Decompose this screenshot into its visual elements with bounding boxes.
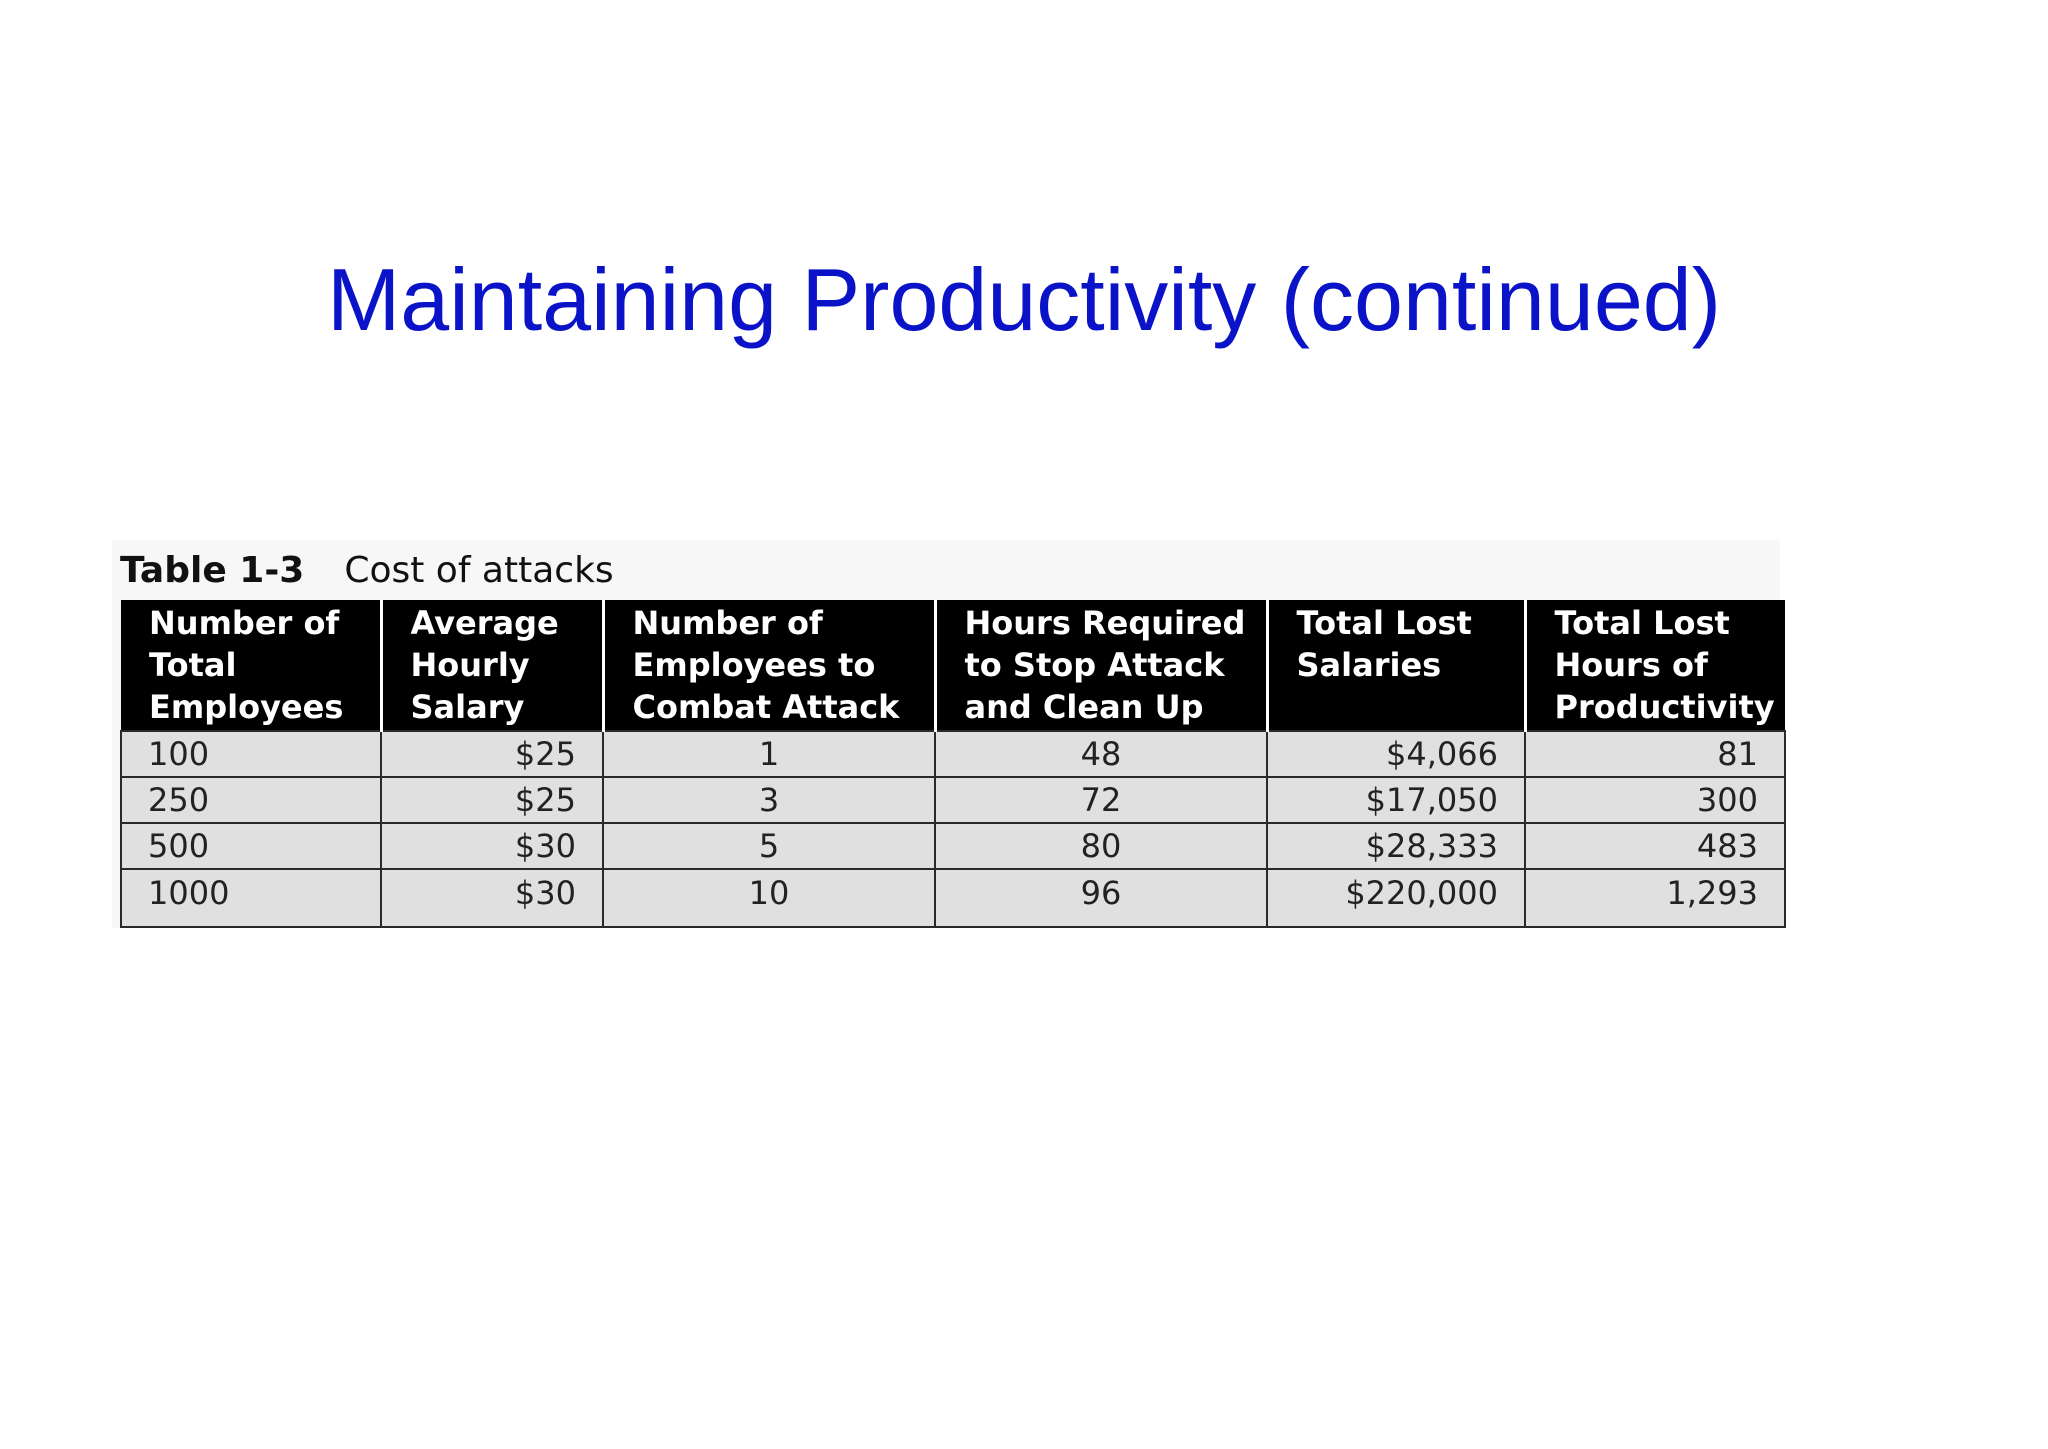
cell-hourly-salary: $25 [380,730,604,778]
cell-total-employees: 250 [120,776,382,824]
table-row: 500 $30 5 80 $28,333 483 [120,822,1786,870]
table-caption-label: Table 1-3 [120,549,305,591]
table-figure: Table 1-3 Cost of attacks Number of Tota… [112,540,1786,928]
cell-hours-required: 96 [934,868,1268,928]
table-row: 1000 $30 10 96 $220,000 1,293 [120,868,1786,928]
cell-lost-salaries: $17,050 [1266,776,1526,824]
header-hours-required: Hours Required to Stop Attack and Clean … [935,600,1269,731]
cell-employees-combat: 10 [602,868,936,928]
cell-hourly-salary: $25 [380,776,604,824]
cell-lost-salaries: $28,333 [1266,822,1526,870]
cell-employees-combat: 1 [602,730,936,778]
cell-lost-hours: 483 [1524,822,1786,870]
cell-hourly-salary: $30 [380,822,604,870]
cell-total-employees: 1000 [120,868,382,928]
header-hourly-salary: Average Hourly Salary [381,600,605,731]
table-caption: Table 1-3 Cost of attacks [112,540,1780,600]
header-lost-hours: Total Lost Hours of Productivity [1525,600,1785,731]
cell-lost-salaries: $4,066 [1266,730,1526,778]
cell-hours-required: 72 [934,776,1268,824]
cell-employees-combat: 3 [602,776,936,824]
header-total-employees: Number of Total Employees [121,600,383,731]
header-employees-combat: Number of Employees to Combat Attack [603,600,937,731]
cell-lost-hours: 81 [1524,730,1786,778]
cell-employees-combat: 5 [602,822,936,870]
cell-lost-salaries: $220,000 [1266,868,1526,928]
cost-of-attacks-table: Number of Total Employees Average Hourly… [120,600,1786,928]
header-lost-salaries: Total Lost Salaries [1267,600,1527,731]
table-row: 250 $25 3 72 $17,050 300 [120,776,1786,824]
cell-hourly-salary: $30 [380,868,604,928]
cell-lost-hours: 300 [1524,776,1786,824]
table-row: 100 $25 1 48 $4,066 81 [120,730,1786,778]
table-header-row: Number of Total Employees Average Hourly… [121,600,1785,731]
cell-total-employees: 100 [120,730,382,778]
table-caption-text: Cost of attacks [344,549,614,591]
cell-total-employees: 500 [120,822,382,870]
slide-title: Maintaining Productivity (continued) [326,250,1722,349]
cell-lost-hours: 1,293 [1524,868,1786,928]
cell-hours-required: 80 [934,822,1268,870]
cell-hours-required: 48 [934,730,1268,778]
